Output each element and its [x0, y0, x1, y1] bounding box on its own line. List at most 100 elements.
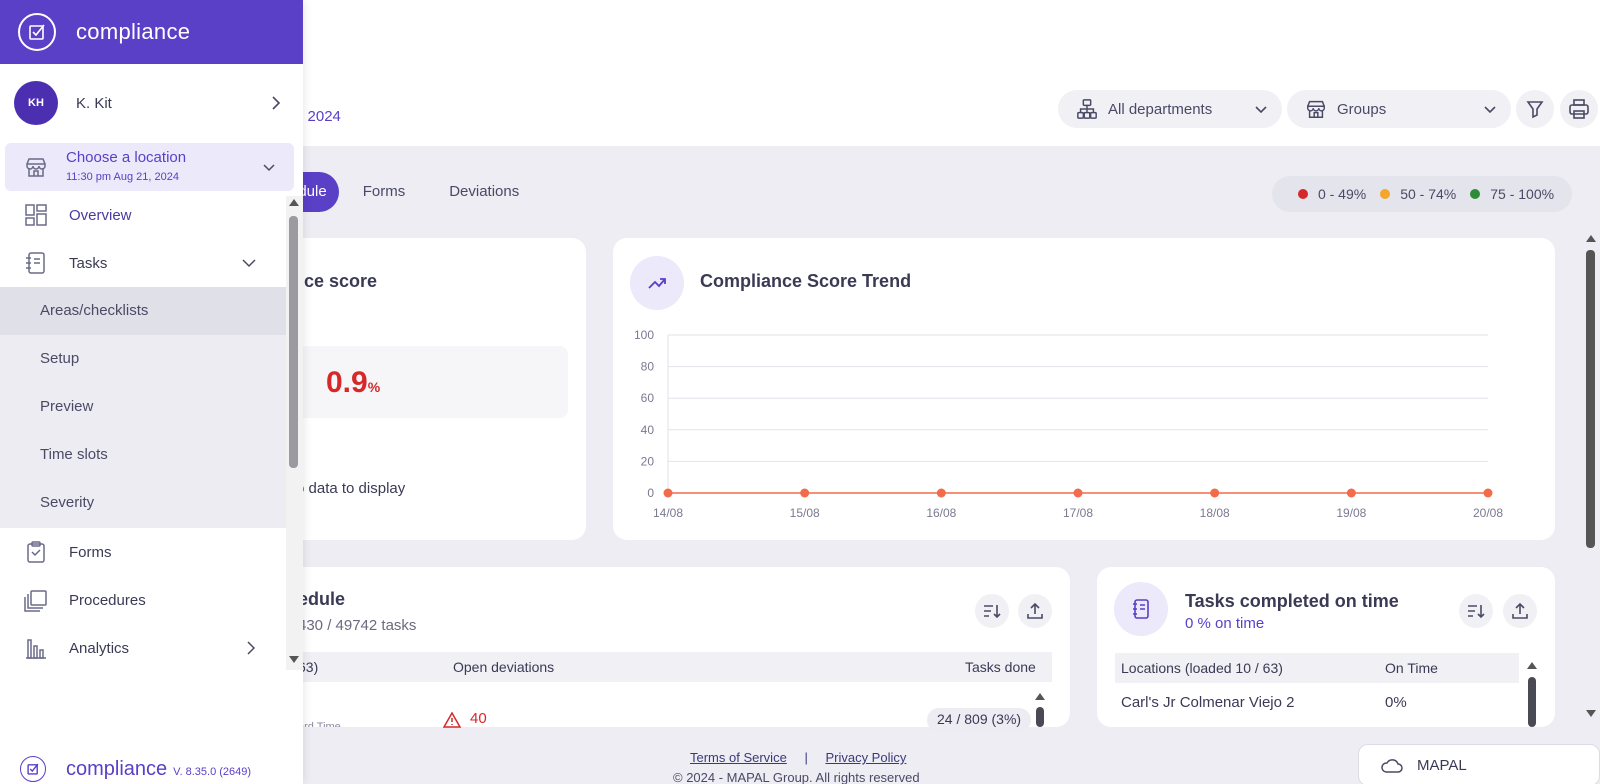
trend-card-title: Compliance Score Trend	[700, 271, 912, 291]
y-tick-label: 0	[647, 486, 654, 500]
subnav-label: Preview	[40, 398, 94, 415]
page-scroll-thumb[interactable]	[1586, 250, 1595, 548]
view-tabs: edule Forms Deviations	[270, 172, 535, 212]
drawer-footer: compliance V. 8.35.0 (2649)	[0, 754, 303, 784]
col-on-time: On Time	[1385, 660, 1438, 676]
mapal-button[interactable]: MAPAL	[1358, 744, 1600, 784]
privacy-link[interactable]: Privacy Policy	[825, 750, 907, 765]
tasks-done-badge: 24 / 809 (3%)	[927, 708, 1032, 732]
ontime-table-header: Locations (loaded 10 / 63) On Time	[1115, 653, 1519, 683]
sort-button[interactable]	[1459, 594, 1493, 628]
x-tick-label: 16/08	[926, 506, 956, 520]
y-tick-label: 40	[641, 423, 655, 437]
ontime-row-name[interactable]: Carl's Jr Colmenar Viejo 2	[1121, 694, 1295, 711]
nav-procedures[interactable]: Procedures	[0, 577, 286, 623]
compliance-score-card: ce score 0.9% o data to display	[290, 238, 586, 540]
footer-links: Terms of Service | Privacy Policy	[690, 750, 906, 765]
app-version: V. 8.35.0 (2649)	[173, 766, 252, 778]
stacked-pages-icon	[24, 590, 47, 612]
groups-select[interactable]: Groups	[1287, 90, 1511, 128]
nav-tasks[interactable]: Tasks	[0, 240, 286, 286]
x-tick-label: 14/08	[653, 506, 683, 520]
upload-icon	[1512, 602, 1528, 619]
side-drawer: compliance KH K. Kit Choose a location 1…	[0, 0, 303, 784]
subnav-areas-checklists[interactable]: Areas/checklists	[0, 287, 286, 335]
user-profile[interactable]: KH K. Kit	[0, 80, 303, 126]
tab-deviations[interactable]: Deviations	[449, 183, 520, 200]
schedule-card-subtitle: 430 / 49742 tasks	[298, 617, 417, 634]
cloud-icon	[1381, 759, 1403, 773]
store-icon	[26, 158, 46, 177]
legend-label-high: 75 - 100%	[1490, 186, 1555, 202]
scroll-up-icon[interactable]	[1035, 692, 1045, 700]
export-button[interactable]	[1018, 594, 1052, 628]
nav-analytics[interactable]: Analytics	[0, 625, 286, 671]
location-selector[interactable]: Choose a location 11:30 pm Aug 21, 2024	[5, 143, 294, 191]
legend-dot-orange	[1380, 189, 1391, 199]
upload-icon	[1027, 602, 1043, 619]
subnav-setup[interactable]: Setup	[0, 335, 286, 383]
score-value: 0.9%	[326, 366, 381, 399]
terms-link[interactable]: Terms of Service	[690, 750, 787, 765]
clipboard-icon	[27, 541, 45, 563]
col-open-deviations: Open deviations	[453, 659, 555, 675]
subnav-severity[interactable]: Severity	[0, 479, 286, 527]
data-point	[800, 488, 810, 498]
location-timestamp: 11:30 pm Aug 21, 2024	[66, 171, 179, 183]
tab-forms[interactable]: Forms	[362, 183, 406, 200]
export-button[interactable]	[1503, 594, 1537, 628]
scroll-up-icon[interactable]	[289, 198, 299, 206]
sort-button[interactable]	[975, 594, 1009, 628]
y-tick-label: 80	[641, 360, 655, 374]
no-data-text: o data to display	[296, 480, 406, 497]
subnav-time-slots[interactable]: Time slots	[0, 431, 286, 479]
scroll-down-icon[interactable]	[1586, 710, 1596, 718]
score-box: 0.9%	[290, 346, 568, 418]
nav-analytics-label: Analytics	[69, 639, 130, 657]
legend-dot-green	[1470, 189, 1481, 199]
drawer-scroll-thumb[interactable]	[289, 216, 298, 468]
sort-icon	[984, 605, 1001, 619]
nav-forms-label: Forms	[69, 543, 112, 561]
ontime-card-subtitle: 0 % on time	[1185, 615, 1265, 632]
page-scrollbar[interactable]	[1582, 232, 1600, 722]
sort-icon	[1468, 605, 1485, 619]
data-point	[1073, 488, 1083, 498]
warning-icon	[443, 712, 461, 728]
filter-button[interactable]	[1516, 90, 1554, 128]
data-point	[1483, 488, 1493, 498]
scroll-up-icon[interactable]	[1527, 661, 1537, 669]
compliance-logo-icon	[18, 13, 56, 51]
subnav-preview[interactable]: Preview	[0, 383, 286, 431]
nav-forms[interactable]: Forms	[0, 529, 286, 575]
x-tick-label: 20/08	[1473, 506, 1503, 520]
filter-icon	[1526, 101, 1544, 119]
col-locations: 63)	[298, 659, 319, 675]
tasks-on-time-card: Tasks completed on time 0 % on time Loca…	[1097, 567, 1555, 727]
tasks-submenu: Areas/checklists Setup Preview Time slot…	[0, 287, 286, 528]
chevron-down-icon	[1255, 106, 1267, 114]
schedule-table-header: 63) Open deviations Tasks done	[290, 652, 1052, 682]
nav-tasks-label: Tasks	[69, 254, 108, 272]
nav-procedures-label: Procedures	[69, 591, 146, 609]
user-name: K. Kit	[76, 94, 112, 112]
data-point	[663, 488, 673, 498]
scroll-down-icon[interactable]	[289, 656, 299, 664]
x-tick-label: 15/08	[790, 506, 820, 520]
schedule-card: edule 430 / 49742 tasks 63) Open deviati…	[290, 567, 1070, 732]
footer-brand: compliance	[66, 757, 168, 780]
groups-label: Groups	[1337, 100, 1387, 118]
ontime-row-value: 0%	[1385, 694, 1407, 711]
brand-name: compliance	[76, 19, 191, 44]
scroll-up-icon[interactable]	[1586, 234, 1596, 242]
score-card-title: ce score	[304, 271, 378, 291]
nav-overview[interactable]: Overview	[0, 192, 286, 238]
notebook-icon	[26, 252, 45, 274]
data-point	[936, 488, 946, 498]
schedule-scroll-thumb[interactable]	[1036, 707, 1044, 727]
ontime-scroll-thumb[interactable]	[1528, 677, 1536, 727]
dashboard-icon	[25, 204, 47, 226]
org-chart-icon	[1077, 99, 1097, 119]
departments-select[interactable]: All departments	[1058, 90, 1282, 128]
print-button[interactable]	[1560, 90, 1598, 128]
